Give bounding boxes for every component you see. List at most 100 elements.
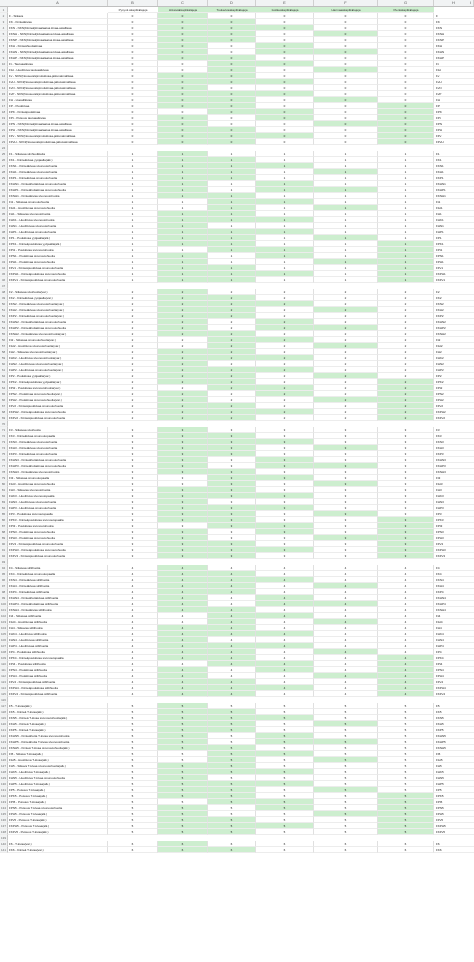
- item-code[interactable]: FHN1: [434, 223, 474, 229]
- item-name[interactable]: FHK3 - Huolittuva sivunoutopaalla: [8, 493, 108, 499]
- value-cell-c[interactable]: 3: [158, 427, 208, 433]
- value-cell-c[interactable]: 2: [158, 391, 208, 397]
- value-cell-f[interactable]: 0: [314, 127, 378, 133]
- value-cell-d[interactable]: 4: [208, 655, 256, 661]
- value-cell-d[interactable]: 3: [208, 499, 256, 505]
- value-cell-e[interactable]: 3: [256, 553, 314, 559]
- value-cell-g[interactable]: 1: [378, 253, 434, 259]
- row-number[interactable]: 101: [0, 607, 8, 613]
- item-code[interactable]: FHN4: [434, 637, 474, 643]
- row-number[interactable]: 102: [0, 613, 8, 619]
- value-cell-c[interactable]: 1: [158, 169, 208, 175]
- value-cell-e[interactable]: 0: [256, 43, 314, 49]
- value-cell-g[interactable]: 5: [378, 805, 434, 811]
- item-name[interactable]: FPt3 - Puukkivaa sivunoutohuolia: [8, 523, 108, 529]
- value-cell-b[interactable]: 0: [108, 139, 158, 145]
- value-cell-e[interactable]: 4: [256, 589, 314, 595]
- row-number[interactable]: 40: [0, 241, 8, 247]
- value-cell-f[interactable]: 5: [314, 727, 378, 733]
- item-code[interactable]: FH2: [434, 349, 474, 355]
- item-code[interactable]: FKPv3: [434, 553, 474, 559]
- value-cell-e[interactable]: 5: [256, 817, 314, 823]
- row-number[interactable]: 82: [0, 493, 8, 499]
- value-cell-f[interactable]: 2: [314, 391, 378, 397]
- value-cell-b[interactable]: 3: [108, 517, 158, 523]
- item-code[interactable]: FK3: [434, 433, 474, 439]
- value-cell-d[interactable]: 1: [208, 223, 256, 229]
- item-code[interactable]: FHN2: [434, 361, 474, 367]
- value-cell-c[interactable]: 4: [158, 571, 208, 577]
- value-cell-f[interactable]: 6: [314, 847, 378, 853]
- value-cell-f[interactable]: 5: [314, 787, 378, 793]
- value-cell-g[interactable]: 3: [378, 475, 434, 481]
- value-cell-c[interactable]: 4: [158, 619, 208, 625]
- value-cell-e[interactable]: 0: [256, 115, 314, 121]
- value-cell-b[interactable]: 1: [108, 247, 158, 253]
- item-name[interactable]: FKPH3 - Kiinteäpuukkivaa sivunoutohuolia: [8, 547, 108, 553]
- value-cell-g[interactable]: 0: [378, 139, 434, 145]
- value-cell-c[interactable]: 2: [158, 355, 208, 361]
- value-cell-d[interactable]: 2: [208, 337, 256, 343]
- item-code[interactable]: FvH: [434, 79, 474, 85]
- value-cell-c[interactable]: 5: [158, 727, 208, 733]
- value-cell-c[interactable]: 5: [158, 823, 208, 829]
- column-letter-i[interactable]: I: [468, 0, 474, 6]
- value-cell-c[interactable]: 3: [158, 529, 208, 535]
- value-cell-d[interactable]: 5: [208, 769, 256, 775]
- row-number[interactable]: 73: [0, 439, 8, 445]
- value-cell-g[interactable]: 2: [378, 289, 434, 295]
- row-number[interactable]: 7: [0, 43, 8, 49]
- value-cell-d[interactable]: 3: [208, 463, 256, 469]
- row-number[interactable]: 115: [0, 691, 8, 697]
- value-cell-e[interactable]: 4: [256, 565, 314, 571]
- value-cell-g[interactable]: 3: [378, 535, 434, 541]
- value-cell-b[interactable]: 0: [108, 61, 158, 67]
- value-cell-e[interactable]: 4: [256, 631, 314, 637]
- value-cell-f[interactable]: 0: [314, 25, 378, 31]
- value-cell-d[interactable]: 2: [208, 415, 256, 421]
- row-number[interactable]: 5: [0, 31, 8, 37]
- item-code[interactable]: FPvH: [434, 139, 474, 145]
- value-cell-e[interactable]: 5: [256, 703, 314, 709]
- row-number[interactable]: 126: [0, 757, 8, 763]
- value-cell-d[interactable]: 4: [208, 673, 256, 679]
- row-number[interactable]: 112: [0, 673, 8, 679]
- value-cell-f[interactable]: 2: [314, 349, 378, 355]
- item-name[interactable]: FPN2 - Puukkivaa sivunoutohuolia(var.): [8, 391, 108, 397]
- item-name[interactable]: FKHN3 - Kiinteähuttakivaa sivunoutohuoli…: [8, 457, 108, 463]
- row-number[interactable]: 65: [0, 391, 8, 397]
- item-name[interactable]: FKHN2 - Kiinteähuttakivaa sivunoutohuoli…: [8, 319, 108, 325]
- value-cell-f[interactable]: 5: [314, 823, 378, 829]
- value-cell-b[interactable]: 1: [108, 157, 158, 163]
- item-code[interactable]: FKH5: [434, 721, 474, 727]
- value-cell-e[interactable]: 3: [256, 535, 314, 541]
- item-code[interactable]: Fv: [434, 73, 474, 79]
- item-code[interactable]: FPN2: [434, 391, 474, 397]
- item-code[interactable]: FKN5: [434, 715, 474, 721]
- value-cell-e[interactable]: 5: [256, 823, 314, 829]
- item-name[interactable]: F4 - Siikavaa siiltihuolia: [8, 565, 108, 571]
- value-cell-f[interactable]: 5: [314, 775, 378, 781]
- item-code[interactable]: FKHN1: [434, 181, 474, 187]
- value-cell-b[interactable]: 5: [108, 703, 158, 709]
- value-cell-b[interactable]: 2: [108, 379, 158, 385]
- value-cell-e[interactable]: 1: [256, 169, 314, 175]
- item-code[interactable]: FPt5: [434, 799, 474, 805]
- row-number[interactable]: 121: [0, 727, 8, 733]
- value-cell-d[interactable]: 4: [208, 643, 256, 649]
- row-number[interactable]: 43: [0, 259, 8, 265]
- value-cell-b[interactable]: 2: [108, 325, 158, 331]
- value-cell-e[interactable]: 4: [256, 649, 314, 655]
- value-cell-g[interactable]: 5: [378, 721, 434, 727]
- item-code[interactable]: FP: [434, 103, 474, 109]
- value-cell-c[interactable]: 3: [158, 451, 208, 457]
- value-cell-b[interactable]: 1: [108, 163, 158, 169]
- value-cell-b[interactable]: 0: [108, 103, 158, 109]
- row-number[interactable]: 59: [0, 355, 8, 361]
- item-code[interactable]: FHK3: [434, 493, 474, 499]
- value-cell-e[interactable]: 0: [256, 67, 314, 73]
- value-cell-c[interactable]: 1: [158, 205, 208, 211]
- value-cell-b[interactable]: 3: [108, 451, 158, 457]
- value-cell-c[interactable]: 6: [158, 847, 208, 853]
- value-cell-c[interactable]: 1: [158, 271, 208, 277]
